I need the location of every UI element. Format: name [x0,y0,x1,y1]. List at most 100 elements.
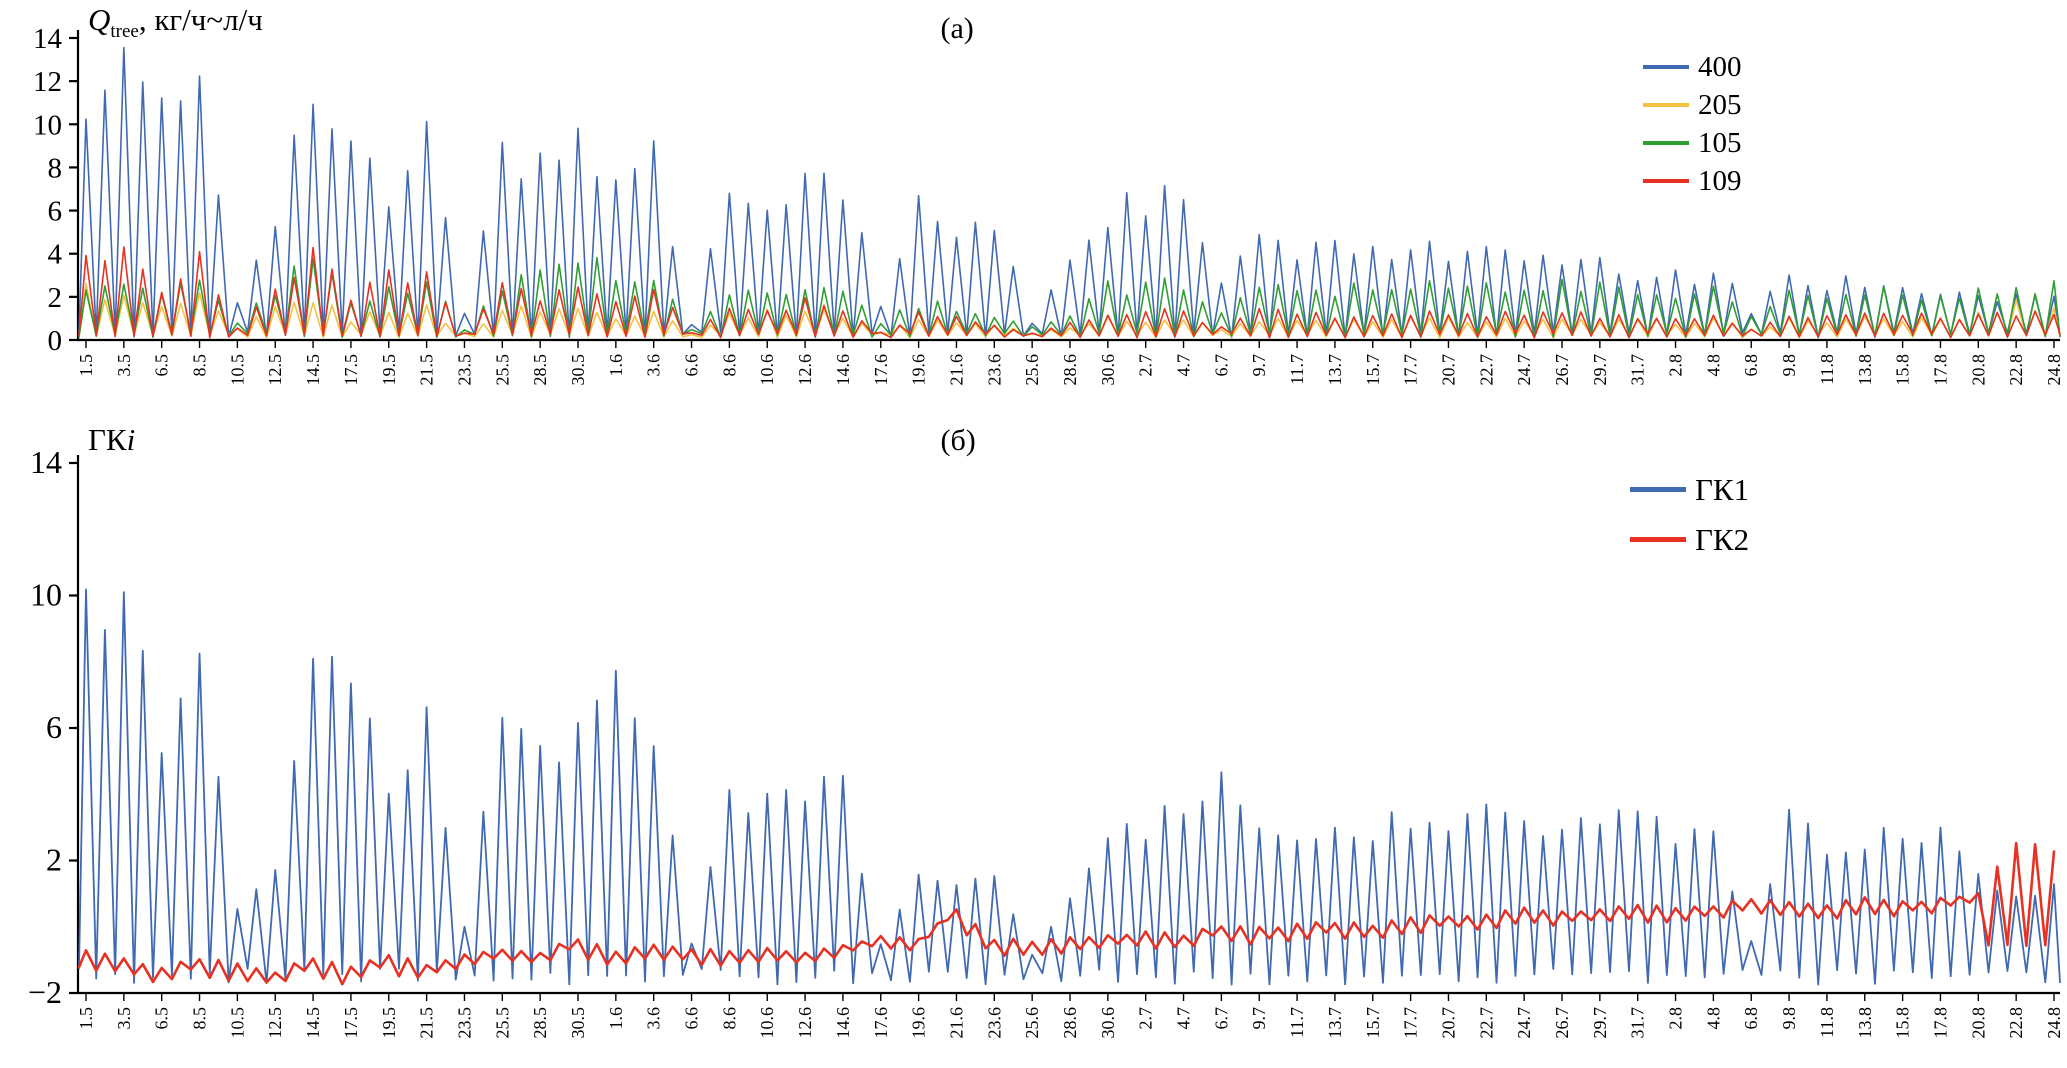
svg-text:24.8: 24.8 [2044,354,2064,386]
svg-text:25.6: 25.6 [1022,354,1042,386]
legend-item: 109 [1643,162,1742,200]
svg-text:2.7: 2.7 [1136,1007,1156,1030]
legend-item: ГК2 [1630,514,1749,564]
svg-text:30.5: 30.5 [568,1007,588,1039]
svg-text:21.5: 21.5 [417,354,437,386]
svg-text:6.7: 6.7 [1211,354,1231,377]
svg-text:9.8: 9.8 [1779,1007,1799,1030]
svg-text:13.7: 13.7 [1325,1007,1345,1039]
svg-text:2.7: 2.7 [1136,354,1156,377]
svg-text:14.6: 14.6 [833,354,853,386]
svg-text:25.5: 25.5 [492,1007,512,1039]
svg-text:19.5: 19.5 [379,1007,399,1039]
svg-text:2: 2 [46,842,62,878]
svg-text:19.6: 19.6 [909,354,929,386]
svg-text:14.5: 14.5 [303,1007,323,1039]
svg-text:1.5: 1.5 [76,354,96,377]
svg-text:1.6: 1.6 [606,354,626,377]
chart-b-plot: −2 2 6 10 14 1.5 3.5 6.5 8.5 10.5 12.5 14.5 17.5 19.5… [28,444,2064,1039]
svg-text:17.8: 17.8 [1930,1007,1950,1039]
svg-text:21.6: 21.6 [946,354,966,386]
svg-text:2.8: 2.8 [1666,354,1686,377]
chart-b-title: ГКi [88,422,135,458]
svg-text:10.5: 10.5 [227,1007,247,1039]
svg-text:26.7: 26.7 [1552,354,1572,386]
legend-item: 105 [1643,124,1742,162]
svg-text:8.6: 8.6 [719,354,739,377]
svg-text:17.7: 17.7 [1401,1007,1421,1039]
svg-text:17.8: 17.8 [1930,354,1950,386]
svg-text:23.6: 23.6 [984,1007,1004,1039]
svg-text:−2: −2 [28,974,62,1010]
svg-text:23.5: 23.5 [454,1007,474,1039]
svg-text:6: 6 [48,196,63,228]
svg-text:17.6: 17.6 [871,1007,891,1039]
title-units: , кг/ч~л/ч [138,2,263,37]
chart-a-plot: 0 2 4 6 8 10 12 14 1.5 3.5 6.5 8.5 10.5 12.5 14.5 17.5 1… [33,23,2064,386]
svg-text:8.6: 8.6 [719,1007,739,1030]
svg-text:23.5: 23.5 [454,354,474,386]
svg-text:2: 2 [48,282,63,314]
svg-text:19.6: 19.6 [909,1007,929,1039]
title-subscript: tree [110,21,139,43]
svg-text:3.5: 3.5 [114,1007,134,1030]
svg-text:1.5: 1.5 [76,1007,96,1030]
svg-text:11.8: 11.8 [1817,354,1837,385]
svg-text:9.8: 9.8 [1779,354,1799,377]
svg-text:4.7: 4.7 [1174,354,1194,377]
svg-text:8: 8 [48,152,63,184]
svg-text:2.8: 2.8 [1666,1007,1686,1030]
svg-text:19.5: 19.5 [379,354,399,386]
svg-text:12.6: 12.6 [795,354,815,386]
svg-text:17.5: 17.5 [341,354,361,386]
svg-text:30.5: 30.5 [568,354,588,386]
svg-text:28.6: 28.6 [1060,1007,1080,1039]
svg-text:15.8: 15.8 [1893,354,1913,386]
svg-text:20.8: 20.8 [1968,1007,1988,1039]
legend-line-swatch [1630,536,1686,542]
svg-text:28.6: 28.6 [1060,354,1080,386]
svg-text:14: 14 [33,23,63,55]
svg-text:28.5: 28.5 [530,354,550,386]
svg-text:8.5: 8.5 [190,354,210,377]
legend-label: 105 [1698,126,1742,159]
svg-text:31.7: 31.7 [1628,354,1648,386]
svg-text:10.6: 10.6 [757,1007,777,1039]
svg-text:12.5: 12.5 [265,354,285,386]
svg-text:22.7: 22.7 [1476,1007,1496,1039]
svg-text:14.6: 14.6 [833,1007,853,1039]
legend-item: 400 [1643,48,1742,86]
svg-text:4.8: 4.8 [1703,1007,1723,1030]
legend-line-swatch [1630,486,1686,492]
legend-label: 205 [1698,88,1742,121]
svg-text:25.6: 25.6 [1022,1007,1042,1039]
svg-text:26.7: 26.7 [1552,1007,1572,1039]
title-symbol: Q [88,2,111,37]
svg-text:6.8: 6.8 [1741,1007,1761,1030]
svg-text:6.5: 6.5 [152,354,172,377]
legend-label: 109 [1698,164,1742,197]
svg-text:21.6: 21.6 [946,1007,966,1039]
svg-text:10.6: 10.6 [757,354,777,386]
svg-text:4.8: 4.8 [1703,354,1723,377]
svg-text:31.7: 31.7 [1628,1007,1648,1039]
svg-text:14: 14 [30,444,62,480]
svg-text:10.5: 10.5 [227,354,247,386]
svg-text:3.6: 3.6 [644,354,664,377]
svg-text:15.8: 15.8 [1893,1007,1913,1039]
svg-text:6.6: 6.6 [682,354,702,377]
panel-b: ГКi (б) ГК1 ГК2 −2 2 6 10 14 1.5 3.5 6.5 8.5 10.5… [0,418,2067,1068]
svg-text:23.6: 23.6 [984,354,1004,386]
svg-text:20.7: 20.7 [1438,354,1458,386]
svg-text:17.6: 17.6 [871,354,891,386]
svg-text:12.5: 12.5 [265,1007,285,1039]
svg-text:28.5: 28.5 [530,1007,550,1039]
title-italic: i [126,422,136,457]
svg-text:11.7: 11.7 [1287,1007,1307,1038]
svg-text:6.7: 6.7 [1211,1007,1231,1030]
svg-text:0: 0 [48,325,63,357]
svg-text:13.8: 13.8 [1855,1007,1875,1039]
legend-line-swatch [1643,103,1689,107]
legend-a: 400 205 105 109 [1643,48,1742,200]
